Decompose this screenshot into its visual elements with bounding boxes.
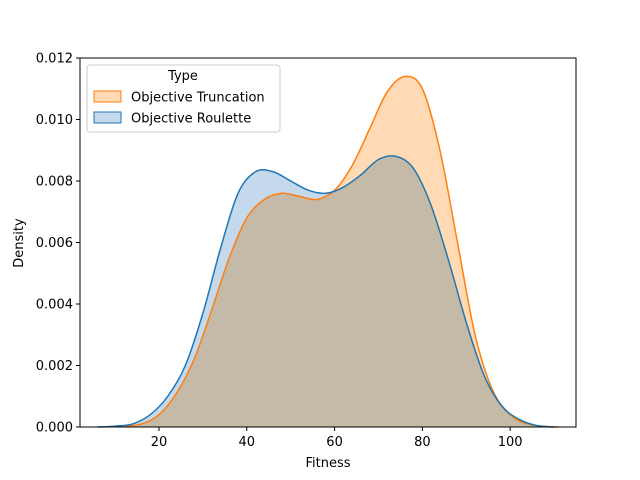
legend: Type Objective Truncation Objective Roule…: [86, 64, 281, 133]
x-tick-label: 40: [239, 435, 256, 450]
y-tick-label: 0.000: [36, 421, 73, 436]
y-tick-label: 0.006: [36, 236, 73, 251]
x-axis-label: Fitness: [305, 456, 350, 471]
density-areas: [97, 75, 559, 428]
y-tick-label: 0.010: [36, 113, 73, 128]
density-line-truncation: [123, 75, 559, 428]
legend-box: [86, 64, 281, 133]
legend-swatch-roulette: [93, 111, 122, 124]
y-axis-label: Density: [12, 218, 27, 268]
x-tick-label: 20: [151, 435, 168, 450]
x-tick-label: 60: [326, 435, 343, 450]
legend-title: Type: [167, 69, 198, 84]
x-tick-label: 100: [498, 435, 523, 450]
y-axis: 0.000 0.002 0.004 0.006 0.008 0.010 0.012: [36, 52, 80, 436]
legend-label-roulette: Objective Roulette: [131, 112, 251, 127]
y-tick-label: 0.002: [36, 359, 73, 374]
density-line-roulette: [97, 155, 555, 428]
y-tick-label: 0.004: [36, 298, 73, 313]
legend-items: Objective Truncation Objective Roulette: [93, 90, 265, 127]
y-tick-label: 0.012: [36, 52, 73, 67]
x-tick-label: 80: [414, 435, 431, 450]
legend-label-truncation: Objective Truncation: [131, 91, 265, 106]
x-axis: 20 40 60 80 100: [151, 427, 523, 450]
density-fill-roulette: [97, 155, 555, 428]
y-tick-label: 0.008: [36, 175, 73, 190]
legend-swatch-truncation: [93, 90, 122, 103]
series-roulette: [97, 155, 555, 428]
